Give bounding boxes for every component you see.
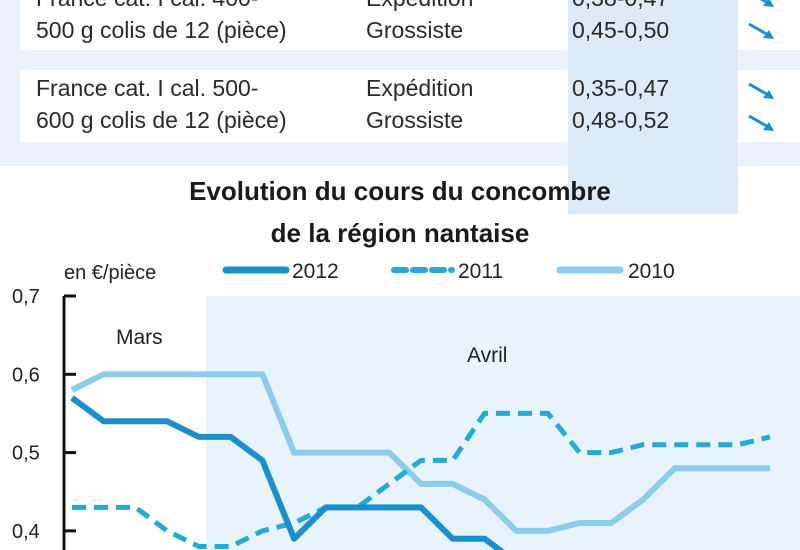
price-range: 0,35-0,47	[572, 75, 670, 101]
stage-label: Expédition	[366, 75, 474, 101]
down-arrow-icon	[748, 22, 774, 39]
price-column-highlight	[568, 70, 738, 214]
table-row: France cat. I cal. 500- 600 g colis de 1…	[20, 70, 800, 214]
price-table: France cat. I cal. 400- 500 g colis de 1…	[0, 0, 800, 214]
product-label-line2: 600 g colis de 12 (pièce)	[36, 107, 287, 133]
y-tick-label: 0,4	[12, 521, 40, 543]
price-range: 0,48-0,52	[572, 107, 670, 133]
y-tick-label: 0,5	[12, 443, 40, 465]
month-label-avril: Avril	[467, 344, 507, 367]
stage-label: Expédition	[366, 0, 473, 14]
table-row: France cat. I cal. 400- 500 g colis de 1…	[20, 0, 800, 122]
stage-label: Grossiste	[366, 17, 464, 43]
price-range: 0,45-0,50	[572, 17, 670, 43]
plot-shade	[206, 296, 800, 550]
series-line-2012	[70, 395, 505, 550]
down-arrow-icon	[759, 0, 774, 7]
unit-label: en €/pièce	[64, 262, 156, 284]
month-label-mars: Mars	[116, 326, 163, 349]
legend-label-2012: 2012	[292, 260, 339, 283]
product-label-line2: 500 g colis de 12 (pièce)	[36, 17, 287, 43]
series-line-2011	[72, 410, 771, 549]
y-axis: 0,4 0,5 0,6 0,7	[12, 286, 76, 550]
series-line-2010	[70, 371, 770, 534]
product-label-line1: France cat. I cal. 500-	[36, 75, 259, 101]
down-arrow-icon	[748, 82, 774, 99]
legend-label-2011: 2011	[458, 260, 503, 283]
chart-title-line2: de la région nantaise	[270, 218, 530, 248]
legend: 2012 2011 2010	[222, 260, 675, 283]
down-arrow-icon	[748, 114, 774, 131]
price-range: 0,38-0,47	[572, 0, 669, 14]
legend-label-2010: 2010	[628, 260, 675, 283]
series-lines	[70, 371, 771, 550]
y-tick-label: 0,7	[12, 286, 40, 308]
stage-label: Grossiste	[366, 107, 464, 133]
product-label-line1: France cat. I cal. 400-	[36, 0, 258, 14]
y-tick-label: 0,6	[12, 364, 40, 386]
chart-title-line1: Evolution du cours du concombre	[189, 176, 611, 206]
price-line-chart: 0,4 0,5 0,6 0,7 2012 2011 2010 en €/pièce Mar…	[12, 260, 800, 550]
